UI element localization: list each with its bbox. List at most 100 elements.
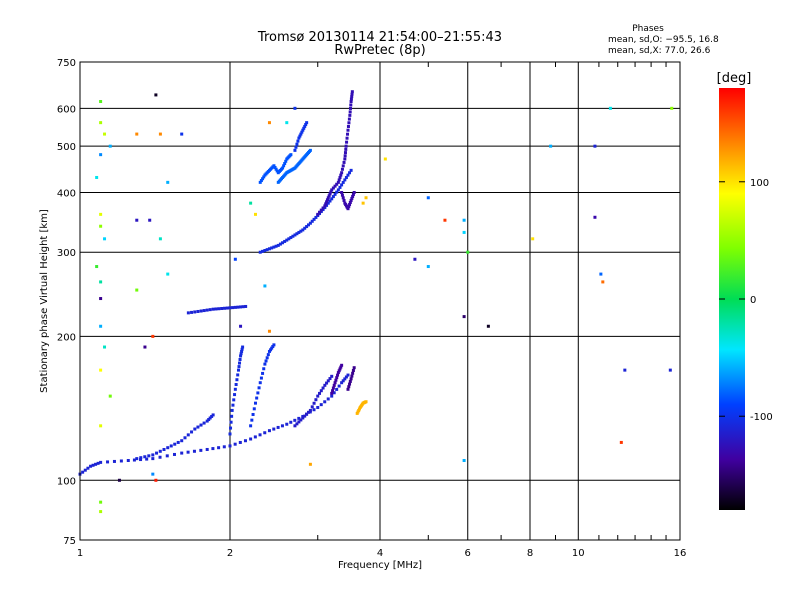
- echo-trace-14-point-1: [340, 193, 344, 197]
- echo-trace-3-point-1: [250, 418, 254, 422]
- echo-trace-3-point-0: [249, 424, 253, 428]
- echo-trace-4-point-17: [325, 381, 329, 385]
- echo-trace-0-point-1: [81, 470, 85, 474]
- scatter-point-36: [233, 257, 237, 261]
- echo-trace-9-point-20: [301, 228, 305, 232]
- echo-trace-3-point-11: [262, 367, 266, 371]
- echo-trace-13-point-3: [296, 139, 300, 143]
- echo-trace-0-point-31: [243, 439, 247, 443]
- echo-trace-14-point-16: [352, 190, 356, 194]
- y-tick-label-6: 600: [57, 104, 76, 115]
- echo-trace-8-point-4: [199, 309, 203, 313]
- echo-trace-10-point-15: [335, 182, 339, 186]
- echo-trace-9-point-26: [312, 217, 316, 221]
- scatter-point-33: [151, 472, 155, 476]
- echo-trace-9-point-43: [341, 180, 345, 184]
- echo-trace-9-point-18: [297, 230, 301, 234]
- echo-trace-13-point-4: [297, 136, 301, 140]
- echo-trace-10-point-38: [348, 106, 352, 110]
- echo-trace-5-point-0: [330, 391, 334, 395]
- echo-trace-2-point-8: [233, 387, 237, 391]
- echo-trace-0-point-2: [83, 468, 87, 472]
- echo-trace-10-point-9: [327, 194, 331, 198]
- echo-trace-14-point-12: [349, 198, 353, 202]
- echo-trace-10-point-3: [321, 206, 325, 210]
- echo-trace-10-point-27: [344, 147, 348, 151]
- echo-trace-10-point-8: [326, 196, 330, 200]
- echo-trace-0-point-50: [323, 400, 327, 404]
- scatter-point-18: [99, 510, 103, 514]
- scatter-point-34: [249, 201, 253, 205]
- y-axis-label: Stationary phase Virtual Height [km]: [39, 209, 50, 393]
- echo-trace-9-point-1: [261, 249, 265, 253]
- scatter-point-38: [239, 324, 243, 328]
- scatter-point-24: [166, 180, 170, 184]
- scatter-point-62: [601, 280, 605, 284]
- echo-trace-0-point-54: [335, 387, 339, 391]
- echo-trace-9-point-39: [335, 190, 339, 194]
- x-axis-label: Frequency [MHz]: [338, 560, 422, 571]
- echo-trace-2-point-4: [230, 408, 234, 412]
- echo-trace-10-point-12: [330, 188, 334, 192]
- echo-trace-8-point-14: [228, 306, 232, 310]
- echo-trace-3-point-5: [255, 396, 259, 400]
- scatter-point-58: [549, 144, 553, 148]
- echo-trace-11-point-12: [272, 164, 276, 168]
- plot-frame: [79, 61, 681, 541]
- echo-trace-9-point-37: [331, 195, 335, 199]
- echo-trace-0-point-3: [86, 466, 90, 470]
- echo-trace-5-point-11: [339, 365, 343, 369]
- echo-trace-2-point-14: [238, 361, 242, 365]
- echo-trace-9-point-46: [346, 173, 350, 177]
- echo-trace-10-point-24: [343, 157, 347, 161]
- echo-trace-0-point-43: [297, 416, 301, 420]
- echo-trace-4-point-4: [301, 416, 305, 420]
- scatter-point-5: [95, 175, 99, 179]
- scatter-point-40: [285, 121, 289, 125]
- echo-trace-1-point-4: [151, 453, 155, 457]
- echo-trace-9-point-23: [307, 223, 311, 227]
- echo-trace-5-point-10: [338, 367, 342, 371]
- echo-trace-0-point-56: [340, 381, 344, 385]
- echo-trace-3-point-4: [253, 401, 257, 405]
- echo-trace-10-point-23: [342, 160, 346, 164]
- echo-trace-10-point-0: [316, 212, 320, 216]
- echo-trace-9-point-33: [325, 203, 329, 207]
- scatter-point-54: [462, 315, 466, 319]
- scatter-point-22: [158, 132, 162, 136]
- echo-trace-10-point-31: [346, 132, 350, 136]
- echo-trace-9-point-6: [272, 245, 276, 249]
- scatter-point-63: [608, 106, 612, 110]
- scatter-point-53: [466, 250, 470, 254]
- echo-trace-10-point-34: [347, 121, 351, 125]
- echo-trace-1-point-3: [147, 454, 151, 458]
- echo-trace-10-point-18: [338, 176, 342, 180]
- echo-trace-13-point-1: [294, 145, 298, 149]
- scatter-point-66: [670, 106, 674, 110]
- echo-trace-0-point-37: [272, 427, 276, 431]
- echo-trace-4-point-11: [314, 398, 318, 402]
- echo-trace-0-point-16: [151, 457, 155, 461]
- echo-trace-10-point-21: [340, 167, 344, 171]
- echo-trace-10-point-20: [340, 171, 344, 175]
- echo-trace-4-point-9: [310, 405, 314, 409]
- echo-trace-2-point-13: [237, 365, 241, 369]
- echo-trace-9-point-4: [267, 247, 271, 251]
- scatter-point-7: [99, 224, 103, 228]
- echo-trace-1-point-7: [162, 447, 166, 451]
- echo-trace-10-point-2: [319, 208, 323, 212]
- echo-trace-2-point-6: [232, 398, 236, 402]
- echo-trace-1-point-21: [207, 418, 211, 422]
- echo-trace-10-point-37: [348, 110, 352, 114]
- chart-title: Tromsø 20130114 21:54:00–21:55:43: [257, 30, 502, 45]
- echo-trace-11-point-3: [262, 175, 266, 179]
- echo-trace-9-point-0: [258, 250, 262, 254]
- echo-trace-3-point-6: [256, 391, 260, 395]
- echo-trace-2-point-20: [241, 345, 245, 349]
- echo-trace-9-point-15: [291, 234, 295, 238]
- echo-trace-3-point-14: [265, 356, 269, 360]
- colorbar-tick-label-2: -100: [750, 412, 773, 423]
- echo-trace-11-point-22: [283, 162, 287, 166]
- scatter-point-23: [180, 132, 184, 136]
- scatter-point-35: [253, 212, 257, 216]
